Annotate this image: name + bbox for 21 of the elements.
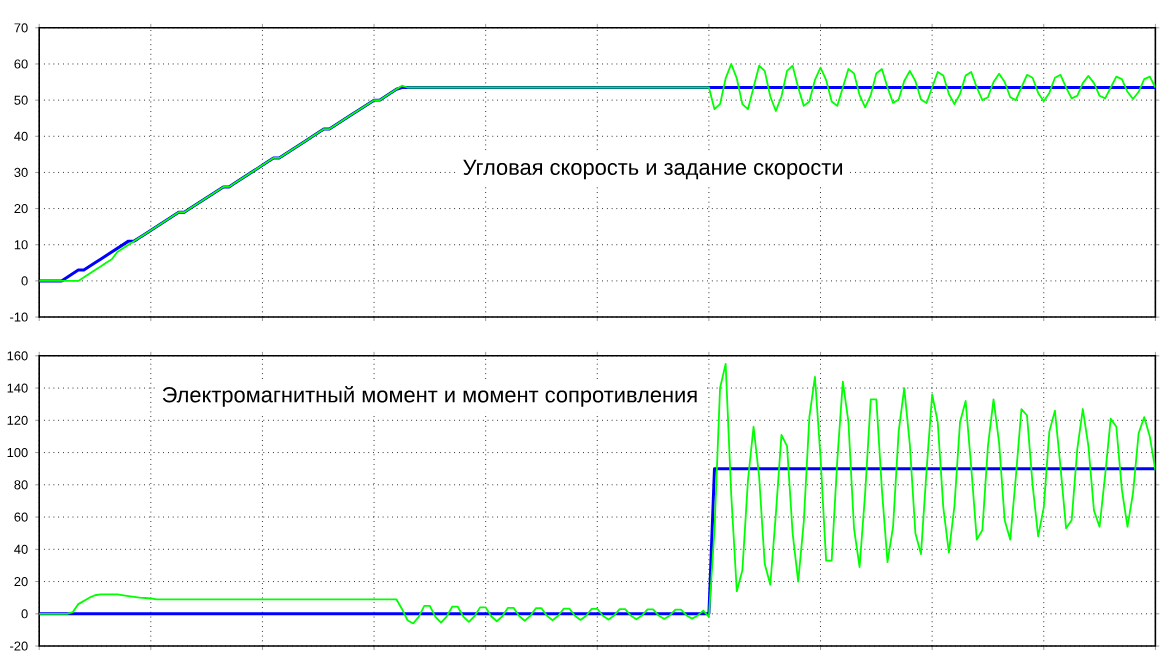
- y-tick-label: 0: [21, 609, 28, 619]
- y-tick-label: 30: [14, 168, 28, 178]
- annotation: Угловая скорость и задание скорости: [463, 159, 843, 180]
- y-tick-label: 60: [14, 59, 28, 69]
- annotation: Электромагнитный момент и момент сопротивления: [162, 386, 697, 407]
- y-tick-label: 60: [14, 512, 28, 522]
- y-tick-label: 160: [7, 351, 28, 361]
- y-tick-label: 40: [14, 544, 28, 555]
- y-tick-label: -10: [10, 312, 28, 322]
- y-tick-label: 10: [14, 240, 28, 250]
- y-tick-label: 40: [14, 131, 28, 142]
- y-tick-label: 20: [14, 577, 28, 587]
- y-tick-label: 80: [14, 480, 28, 490]
- y-tick-label: 140: [7, 383, 28, 393]
- y-tick-label: 50: [14, 95, 28, 105]
- y-tick-label: -20: [10, 641, 28, 651]
- y-tick-label: 100: [7, 448, 28, 458]
- y-tick-label: 20: [14, 204, 28, 214]
- y-tick-label: 120: [7, 415, 28, 426]
- y-tick-label: 70: [14, 23, 28, 33]
- y-tick-label: 0: [21, 276, 28, 286]
